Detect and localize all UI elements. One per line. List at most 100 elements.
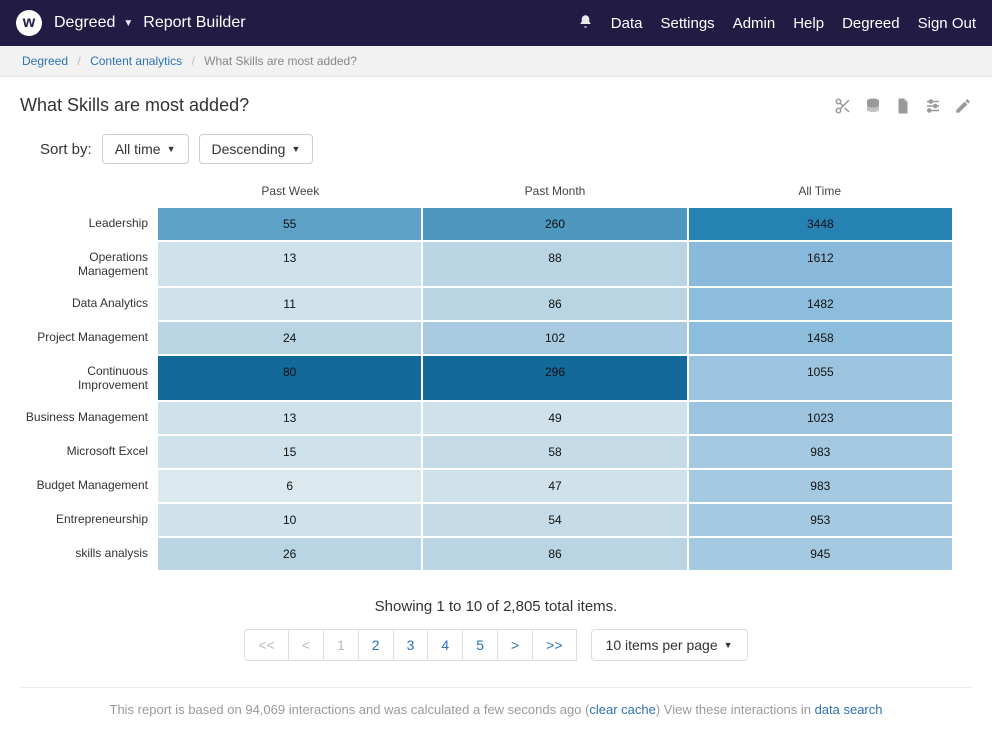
heatmap-row-label: skills analysis [20,538,158,570]
sort-field-value: All time [115,141,161,157]
heatmap-row: Leadership552603448 [20,208,952,240]
chevron-down-icon: ▼ [724,640,733,650]
nav-degreed[interactable]: Degreed [842,15,900,32]
heatmap-cell[interactable]: 296 [423,356,686,400]
heatmap-cell[interactable]: 58 [423,436,686,468]
heatmap-cell[interactable]: 10 [158,504,421,536]
brand-logo[interactable]: w [16,10,42,36]
heatmap-cell[interactable]: 49 [423,402,686,434]
settings-sliders-icon[interactable] [924,97,942,115]
scissors-icon[interactable] [834,97,852,115]
heatmap-cell[interactable]: 24 [158,322,421,354]
heatmap-cell[interactable]: 983 [689,470,952,502]
footnote-middle: ) View these interactions in [656,702,815,717]
heatmap-cell[interactable]: 1612 [689,242,952,286]
heatmap-cell[interactable]: 13 [158,242,421,286]
clear-cache-link[interactable]: clear cache [589,702,655,717]
heatmap-row-label: Leadership [20,208,158,240]
chevron-down-icon: ▼ [291,144,300,154]
heatmap-cell[interactable]: 1055 [689,356,952,400]
pencil-icon[interactable] [954,97,972,115]
heatmap-cell[interactable]: 86 [423,288,686,320]
page-number-button[interactable]: 3 [393,629,429,661]
heatmap-row: Entrepreneurship1054953 [20,504,952,536]
heatmap-row: Project Management241021458 [20,322,952,354]
chevron-down-icon: ▼ [167,144,176,154]
heatmap-cell[interactable]: 88 [423,242,686,286]
heatmap-cell[interactable]: 1023 [689,402,952,434]
heatmap-cell[interactable]: 953 [689,504,952,536]
report-tools [834,97,972,115]
database-icon[interactable] [864,97,882,115]
heatmap-row: Microsoft Excel1558983 [20,436,952,468]
page-number-button[interactable]: 1 [323,629,359,661]
heatmap-cell[interactable]: 1458 [689,322,952,354]
crumb-sep: / [77,54,80,68]
heatmap-cell[interactable]: 15 [158,436,421,468]
crumb-root[interactable]: Degreed [22,54,68,68]
page-first-button[interactable]: << [244,629,288,661]
sort-direction-select[interactable]: Descending ▼ [199,134,314,164]
heatmap-row: Budget Management647983 [20,470,952,502]
heatmap-row-label: Business Management [20,402,158,434]
heatmap-cell[interactable]: 3448 [689,208,952,240]
notifications-icon[interactable] [578,14,593,33]
page-next-button[interactable]: > [497,629,533,661]
sort-controls: Sort by: All time ▼ Descending ▼ [0,120,992,174]
heatmap-cell[interactable]: 54 [423,504,686,536]
nav-settings[interactable]: Settings [660,15,714,32]
heatmap-row-label: Budget Management [20,470,158,502]
heatmap-cell[interactable]: 945 [689,538,952,570]
heatmap-row: Continuous Improvement802961055 [20,356,952,400]
sort-field-select[interactable]: All time ▼ [102,134,189,164]
heatmap-cell[interactable]: 26 [158,538,421,570]
heatmap-cell[interactable]: 1482 [689,288,952,320]
heatmap-cell[interactable]: 983 [689,436,952,468]
heatmap-column-header: All Time [687,178,952,208]
heatmap-cell[interactable]: 47 [423,470,686,502]
heatmap-column-header: Past Week [158,178,423,208]
heatmap-cell[interactable]: 260 [423,208,686,240]
module-title: Report Builder [143,14,245,32]
heatmap-header: - Past WeekPast MonthAll Time [20,178,952,208]
document-icon[interactable] [894,97,912,115]
page-prev-button[interactable]: < [288,629,324,661]
nav-signout[interactable]: Sign Out [918,15,976,32]
heatmap-cell[interactable]: 102 [423,322,686,354]
heatmap-cell[interactable]: 13 [158,402,421,434]
page-number-button[interactable]: 4 [427,629,463,661]
brand-dropdown-icon[interactable]: ▼ [123,18,133,29]
report-footnote: This report is based on 94,069 interacti… [0,688,992,731]
items-per-page-select[interactable]: 10 items per page ▼ [591,629,748,661]
sort-direction-value: Descending [212,141,286,157]
heatmap-row-label: Continuous Improvement [20,356,158,400]
heatmap-row-label: Microsoft Excel [20,436,158,468]
footnote-prefix: This report is based on 94,069 interacti… [110,702,590,717]
heatmap-row: Operations Management13881612 [20,242,952,286]
heatmap-column-header: Past Month [423,178,688,208]
nav-help[interactable]: Help [793,15,824,32]
heatmap-cell[interactable]: 80 [158,356,421,400]
heatmap-cell[interactable]: 86 [423,538,686,570]
crumb-section[interactable]: Content analytics [90,54,182,68]
page-title: What Skills are most added? [20,95,834,116]
heatmap-row-label: Data Analytics [20,288,158,320]
topbar: w Degreed ▼ Report Builder Data Settings… [0,0,992,46]
brand-name[interactable]: Degreed [54,14,115,32]
page-last-button[interactable]: >> [532,629,576,661]
heatmap-row: Business Management13491023 [20,402,952,434]
data-search-link[interactable]: data search [815,702,883,717]
page-number-button[interactable]: 2 [358,629,394,661]
heatmap-row: Data Analytics11861482 [20,288,952,320]
nav-data[interactable]: Data [611,15,643,32]
heatmap-cell[interactable]: 11 [158,288,421,320]
crumb-current: What Skills are most added? [204,54,357,68]
nav-admin[interactable]: Admin [733,15,776,32]
heatmap-row-label: Entrepreneurship [20,504,158,536]
page-number-button[interactable]: 5 [462,629,498,661]
heatmap-row-label: Project Management [20,322,158,354]
heatmap-cell[interactable]: 55 [158,208,421,240]
heatmap-cell[interactable]: 6 [158,470,421,502]
sort-label: Sort by: [40,141,92,158]
pagination: << < 12345 > >> 10 items per page ▼ [0,629,992,661]
